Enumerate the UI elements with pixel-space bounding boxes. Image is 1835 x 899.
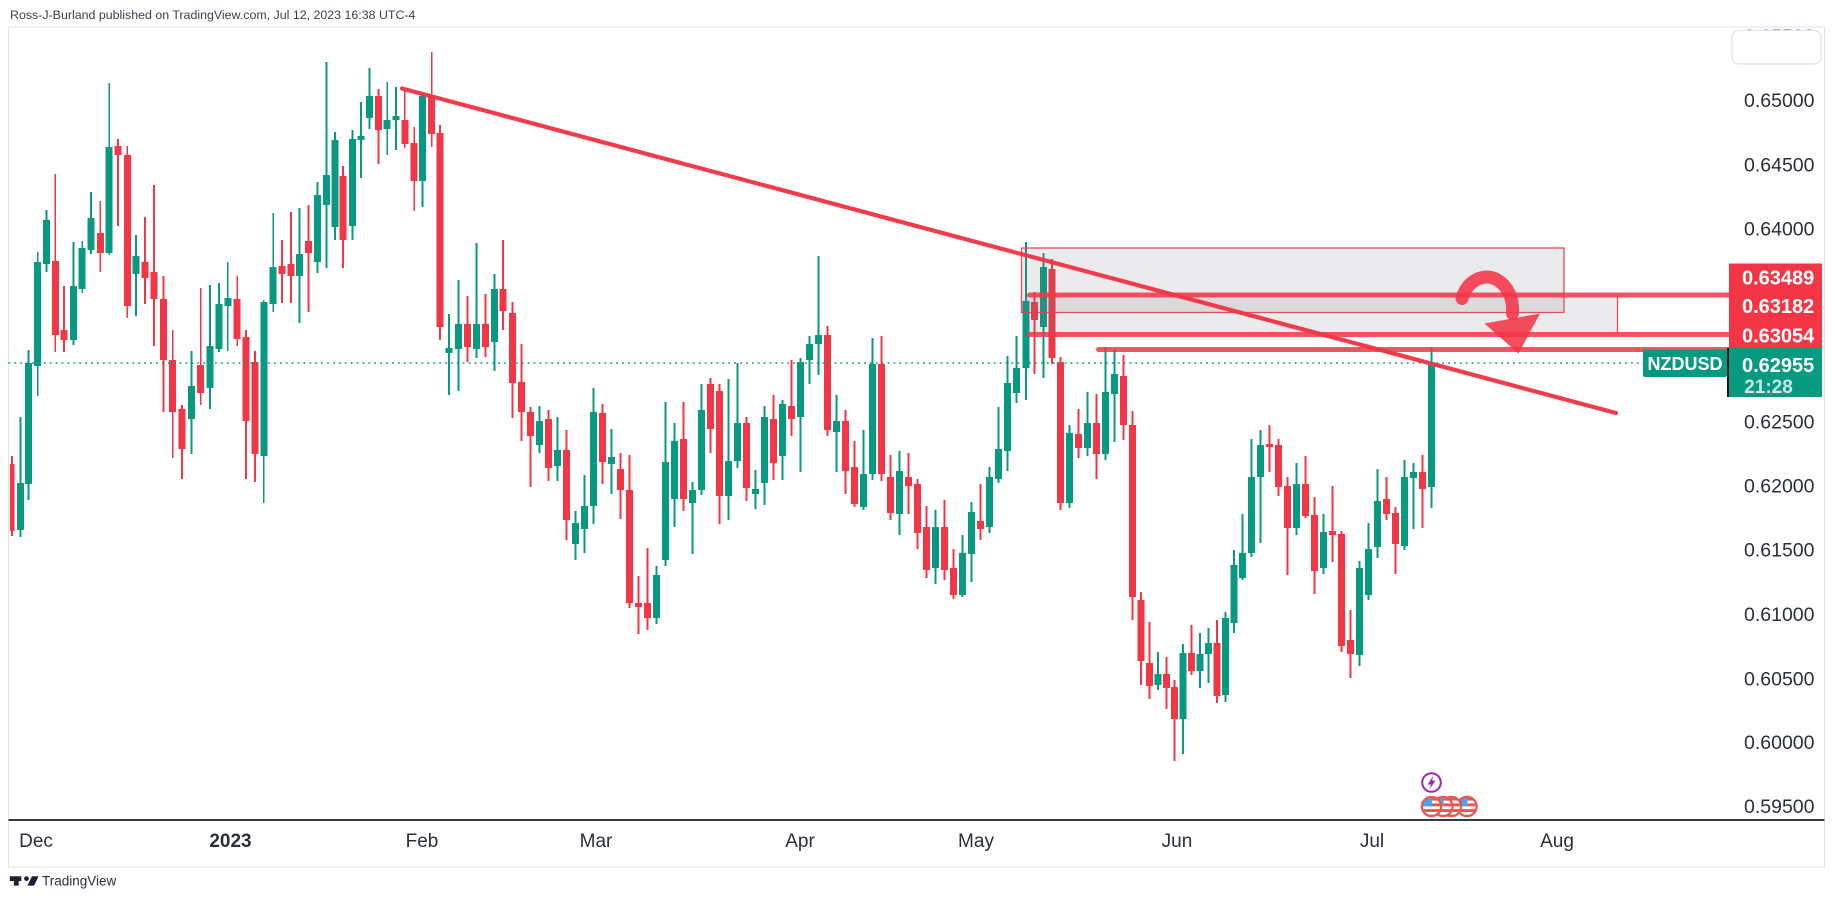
- svg-text:0.63182: 0.63182: [1742, 296, 1814, 318]
- svg-text:0.62500: 0.62500: [1744, 412, 1815, 434]
- svg-text:0.61500: 0.61500: [1744, 540, 1815, 562]
- svg-text:Jul: Jul: [1360, 831, 1384, 852]
- svg-text:21:28: 21:28: [1744, 377, 1793, 398]
- svg-text:0.60500: 0.60500: [1744, 669, 1815, 691]
- svg-text:0.63489: 0.63489: [1742, 268, 1814, 290]
- svg-text:0.63054: 0.63054: [1742, 326, 1815, 348]
- svg-text:Jun: Jun: [1162, 831, 1193, 852]
- svg-text:Dec: Dec: [19, 831, 53, 852]
- svg-text:2023: 2023: [209, 831, 251, 852]
- svg-text:Aug: Aug: [1540, 831, 1574, 852]
- svg-text:0.60000: 0.60000: [1744, 732, 1815, 754]
- svg-text:0.62955: 0.62955: [1742, 355, 1814, 377]
- svg-text:0.61000: 0.61000: [1744, 604, 1815, 626]
- svg-text:0.65000: 0.65000: [1744, 90, 1815, 112]
- svg-text:0.59500: 0.59500: [1744, 796, 1815, 818]
- svg-text:May: May: [958, 831, 994, 852]
- svg-text:0.64000: 0.64000: [1744, 219, 1815, 241]
- svg-text:Apr: Apr: [785, 831, 815, 852]
- svg-text:0.62000: 0.62000: [1744, 476, 1815, 498]
- svg-text:NZDUSD: NZDUSD: [1648, 354, 1723, 374]
- svg-text:Feb: Feb: [406, 831, 439, 852]
- svg-text:TradingView: TradingView: [42, 874, 117, 889]
- svg-text:Ross-J-Burland published on Tr: Ross-J-Burland published on TradingView.…: [10, 8, 416, 22]
- svg-text:0.64500: 0.64500: [1744, 155, 1815, 177]
- svg-text:Mar: Mar: [580, 831, 613, 852]
